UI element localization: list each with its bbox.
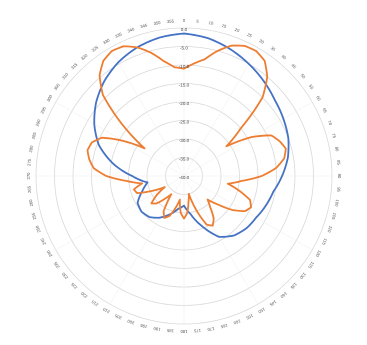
angle-tick-label: 255 [30,212,37,221]
angle-tick-label: 190 [152,326,160,332]
angle-tick-label: 170 [206,326,214,332]
angle-tick-label: 135 [289,282,298,291]
angle-tick-label: 80 [334,146,340,152]
angle-tick-label: 265 [26,185,32,193]
radial-tick-label: -40.0 [179,175,190,180]
angle-tick-label: 20 [234,27,241,34]
angle-tick-label: 310 [61,71,70,80]
angle-tick-label: 225 [69,281,78,290]
angle-tick-label: 45 [290,63,297,70]
angle-tick-label: 85 [336,160,341,166]
angle-tick-label: 230 [60,271,69,280]
angle-tick-label: 0 [183,18,186,23]
grid-spoke [183,175,313,251]
radial-tick-label: -30.0 [179,138,190,143]
angle-tick-label: 15 [221,23,227,29]
angle-tick-label: 200 [126,318,135,325]
angle-tick-label: 270 [26,172,31,180]
angle-tick-label: 60 [315,95,322,102]
angle-tick-label: 320 [80,52,89,61]
angle-tick-label: 160 [232,318,241,325]
angle-tick-label: 155 [245,313,254,321]
angle-tick-label: 280 [28,144,34,152]
angle-tick-label: 245 [39,237,47,246]
angle-tick-label: 305 [53,82,61,91]
radial-tick-label: 0.0 [181,27,188,32]
angle-tick-label: 25 [246,32,253,39]
angle-tick-label: 295 [39,106,47,115]
angle-tick-label: 40 [280,54,287,61]
angle-tick-label: 220 [79,290,88,299]
series-line-2 [86,44,287,227]
angle-tick-label: 240 [45,249,53,258]
angle-tick-label: 5 [196,19,199,24]
angle-tick-label: 300 [46,93,54,102]
angle-tick-label: 140 [279,291,288,300]
angle-tick-label: 285 [31,131,38,140]
radial-tick-labels: 0.0 -5.0 -10.0 -15.0 -20.0 -25.0 -30.0 -35.0 -40… [179,27,190,180]
angle-tick-label: 110 [326,225,333,234]
radial-tick-label: -35.0 [179,157,190,162]
angle-tick-label: 180 [180,329,188,334]
series-line-1 [93,32,290,238]
angle-tick-label: 50 [300,73,307,80]
angle-tick-label: 125 [307,261,315,270]
angle-tick-label: 100 [334,199,340,207]
angle-tick-label: 215 [90,299,99,307]
angle-tick-label: 195 [139,323,148,330]
angle-tick-label: 70 [327,120,334,127]
angle-tick-label: 90 [337,174,342,179]
angle-tick-label: 345 [140,22,149,29]
radial-tick-label: -20.0 [179,101,190,106]
polar-grid [35,27,333,325]
angle-tick-label: 30 [258,38,265,45]
angle-tick-label: 275 [26,158,32,166]
angle-tick-label: 350 [153,20,161,26]
angle-tick-label: 165 [220,323,229,330]
angle-tick-label: 325 [91,44,100,52]
angle-tick-label: 340 [127,26,136,33]
angle-tick-label: 205 [114,313,123,321]
angle-tick-label: 35 [270,45,277,52]
grid-spoke [109,47,185,177]
angle-tick-label: 120 [314,249,322,258]
angle-tick-label: 75 [331,133,337,139]
angle-tick-label: 260 [28,198,34,206]
angle-tick-label: 355 [167,18,175,24]
angle-tick-label: 250 [34,224,41,233]
angle-tick-label: 335 [114,31,123,39]
angle-tick-label: 105 [331,212,338,221]
angle-tick-label: 315 [70,61,79,70]
grid-spoke [183,47,259,177]
grid-spoke [55,101,185,177]
angle-tick-label: 145 [268,299,277,307]
angle-tick-label: 235 [52,260,60,269]
radial-tick-label: -5.0 [180,46,188,51]
angle-tick-label: 330 [102,37,111,45]
angle-tick-label: 175 [193,328,201,334]
angle-tick-label: 130 [298,272,307,281]
radial-tick-label: -25.0 [179,120,190,125]
radial-tick-label: -15.0 [179,83,190,88]
angle-tick-label: 210 [101,306,110,314]
angle-tick-label: 65 [322,107,329,114]
series-traces [86,32,290,238]
angle-tick-label: 95 [336,187,341,193]
grid-spoke [109,175,185,305]
angle-tick-label: 10 [208,20,214,26]
angle-tick-label: 290 [34,118,41,127]
radial-tick-label: -10.0 [179,64,190,69]
angle-tick-label: 150 [257,307,266,315]
angle-tick-label: 115 [321,238,329,247]
angle-tick-label: 55 [308,84,315,91]
angle-tick-label: 185 [166,328,174,334]
grid-spoke [183,175,259,305]
